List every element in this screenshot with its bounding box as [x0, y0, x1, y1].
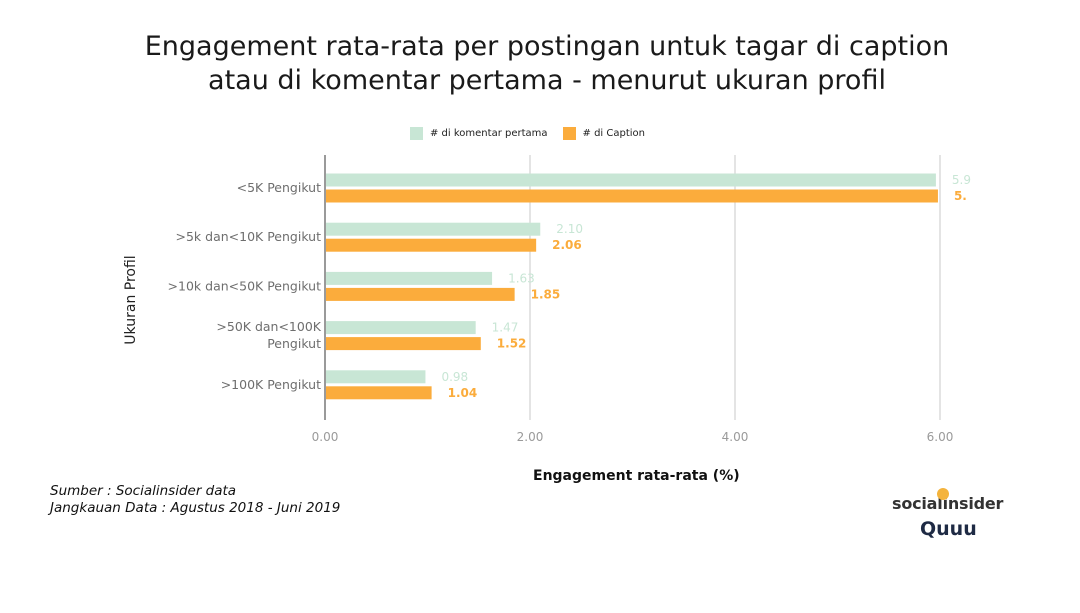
title-line-1: Engagement rata-rata per postingan untuk…: [144, 31, 950, 62]
data-label: 1.04: [448, 386, 478, 400]
date-range-line: Jangkauan Data : Agustus 2018 - Juni 201…: [50, 500, 341, 516]
legend-item-komentar: # di komentar pertama: [410, 126, 548, 140]
data-label: 1.47: [492, 321, 519, 335]
legend-label-caption: # di Caption: [582, 127, 645, 139]
logo-dot-icon: [937, 488, 949, 500]
data-label: 5.: [954, 189, 967, 203]
legend: # di komentar pertama # di Caption: [410, 125, 660, 141]
bar: [326, 238, 537, 252]
bar: [326, 287, 515, 301]
y-tick-label: <5K Pengikut: [237, 180, 321, 195]
quuu-logo: Quuu: [920, 518, 977, 540]
x-tick-label: 6.00: [927, 430, 954, 444]
data-label: 2.06: [552, 238, 582, 252]
data-label: 1.85: [531, 287, 561, 301]
x-axis-label: Engagement rata-rata (%): [533, 468, 740, 484]
y-tick-label: >100K Pengikut: [221, 377, 321, 392]
source-line: Sumber : Socialinsider data: [50, 483, 237, 499]
socialinsider-logo: socialinsider: [892, 488, 1004, 513]
legend-item-caption: # di Caption: [562, 126, 645, 140]
bar: [326, 370, 426, 384]
legend-swatch-komentar: [410, 126, 423, 140]
socialinsider-logo-text: socialinsider: [892, 494, 1004, 513]
bar: [326, 337, 481, 351]
source-note: Sumber : Socialinsider data Jangkauan Da…: [50, 483, 340, 517]
bar: [326, 173, 936, 187]
bar: [326, 189, 938, 203]
x-tick-label: 0.00: [312, 430, 339, 444]
data-label: 0.98: [441, 370, 468, 384]
bar: [326, 222, 541, 236]
bar: [326, 271, 493, 285]
x-tick-label: 2.00: [517, 430, 544, 444]
title-line-2: atau di komentar pertama - menurut ukura…: [208, 65, 886, 96]
legend-swatch-caption: [562, 126, 576, 140]
legend-label-komentar: # di komentar pertama: [430, 127, 548, 139]
bar: [326, 321, 476, 335]
data-label: 1.63: [508, 271, 535, 285]
x-tick-label: 4.00: [722, 430, 749, 444]
data-label: 2.10: [556, 222, 583, 236]
y-tick-label: >50K dan<100K Pengikut: [216, 319, 321, 351]
y-tick-label: >5k dan<10K Pengikut: [176, 229, 322, 244]
chart-title: Engagement rata-rata per postingan untuk…: [0, 30, 1080, 98]
data-label: 5.9: [952, 173, 971, 187]
y-tick-label: >10k dan<50K Pengikut: [168, 278, 322, 293]
data-label: 1.52: [497, 337, 527, 351]
bar: [326, 386, 432, 400]
